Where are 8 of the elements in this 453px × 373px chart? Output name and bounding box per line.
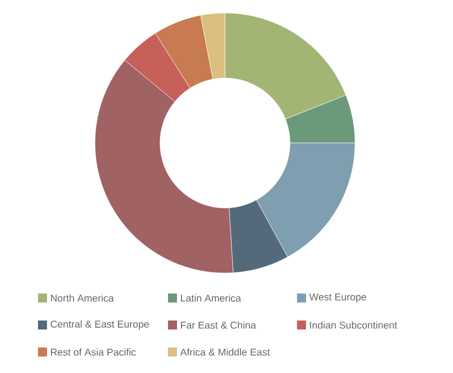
legend-label: Africa & Middle East: [180, 348, 270, 356]
legend-label: North America: [51, 294, 114, 302]
legend-label: Indian Subcontinent: [310, 321, 398, 329]
legend-label: West Europe: [309, 294, 366, 302]
legend-label: Central & East Europe: [50, 320, 149, 330]
legend-label: Latin America: [181, 294, 242, 302]
legend-label: Rest of Asia Pacific: [51, 348, 136, 356]
legend-label: Far East & China: [181, 321, 256, 329]
